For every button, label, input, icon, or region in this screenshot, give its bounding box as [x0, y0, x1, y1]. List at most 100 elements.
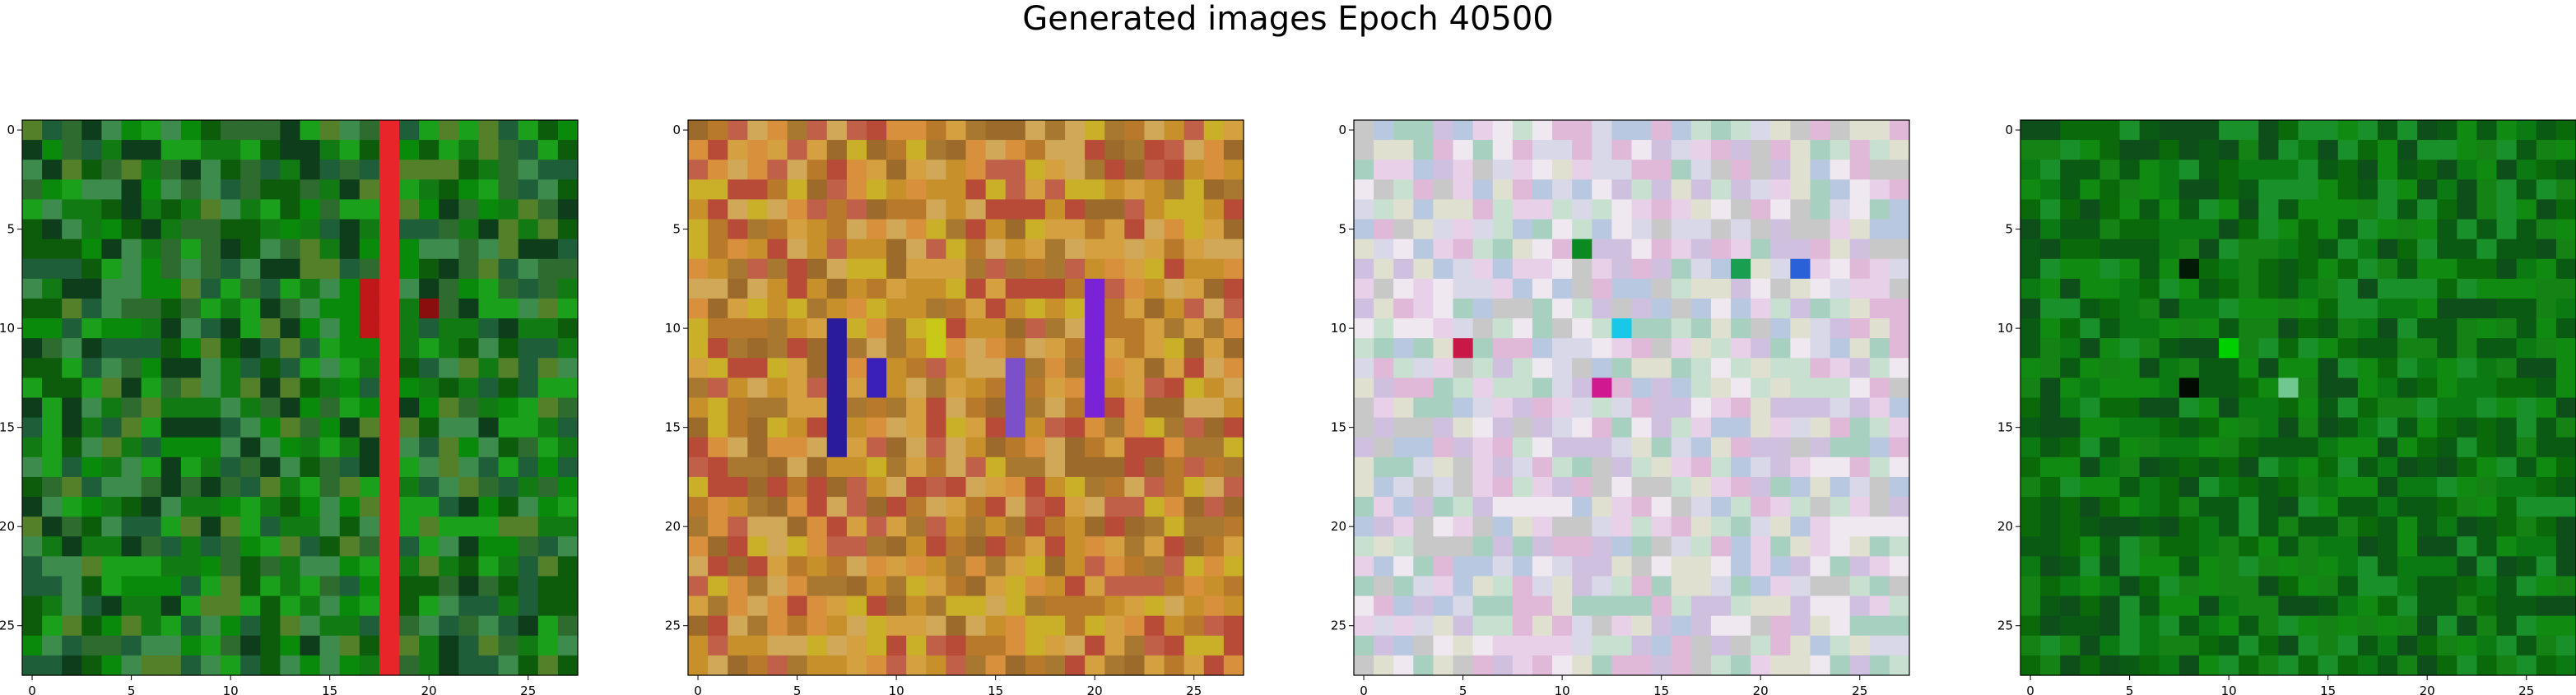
pixel-cell: [985, 298, 1007, 319]
pixel-cell: [160, 635, 182, 656]
pixel-cell: [1592, 476, 1612, 498]
pixel-cell: [1592, 556, 1612, 577]
pixel-cell: [1810, 239, 1831, 260]
pixel-cell: [1104, 278, 1125, 299]
pixel-cell: [1572, 476, 1593, 498]
pixel-cell: [1849, 517, 1871, 537]
pixel-cell: [359, 417, 380, 438]
pixel-cell: [2476, 179, 2498, 201]
pixel-cell: [1611, 258, 1633, 280]
pixel-cell: [708, 278, 728, 299]
pixel-cell: [2239, 258, 2259, 280]
pixel-cell: [200, 199, 221, 220]
pixel-cell: [2357, 595, 2378, 617]
pixel-cell: [1532, 556, 1553, 577]
pixel-cell: [1671, 635, 1692, 656]
pixel-cell: [141, 576, 162, 597]
pixel-cell: [1065, 298, 1086, 319]
pixel-cell: [2278, 456, 2299, 478]
pixel-cell: [807, 298, 828, 319]
pixel-cell: [747, 595, 769, 617]
pixel-cell: [419, 556, 439, 577]
pixel-cell: [221, 298, 241, 319]
pixel-cell: [2198, 476, 2220, 498]
pixel-cell: [280, 298, 301, 319]
pixel-cell: [1433, 239, 1454, 260]
pixel-cell: [379, 437, 400, 458]
pixel-cell: [1830, 199, 1851, 220]
pixel-cell: [2298, 199, 2319, 220]
pixel-cell: [1203, 239, 1225, 260]
pixel-cell: [807, 338, 828, 359]
pixel-cell: [946, 199, 967, 220]
pixel-cell: [1203, 437, 1225, 458]
pixel-cell: [2020, 338, 2041, 359]
pixel-cell: [200, 239, 221, 260]
pixel-cell: [2239, 635, 2259, 656]
pixel-cell: [1651, 278, 1672, 299]
pixel-cell: [160, 278, 182, 299]
pixel-cell: [2080, 239, 2101, 260]
pixel-cell: [2258, 517, 2279, 537]
pixel-cell: [2278, 298, 2299, 319]
pixel-cell: [1104, 179, 1125, 201]
pixel-cell: [518, 655, 539, 676]
pixel-cell: [221, 576, 241, 597]
pixel-cell: [2536, 160, 2557, 180]
pixel-cell: [1223, 536, 1244, 557]
pixel-cell: [280, 517, 301, 537]
pixel-cell: [260, 417, 281, 438]
pixel-cell: [747, 655, 769, 676]
pixel-cell: [458, 655, 480, 676]
pixel-cell: [1393, 615, 1414, 637]
pixel-cell: [319, 397, 341, 419]
pixel-cell: [2457, 595, 2478, 617]
pixel-cell: [2496, 497, 2518, 517]
pixel-cell: [1203, 258, 1225, 280]
pixel-cell: [240, 338, 261, 359]
pixel-cell: [985, 219, 1007, 240]
pixel-cell: [1223, 497, 1244, 517]
pixel-cell: [1144, 298, 1165, 319]
pixel-cell: [2139, 219, 2160, 240]
pixel-cell: [886, 278, 907, 299]
pixel-cell: [946, 160, 967, 180]
pixel-cell: [1869, 219, 1890, 240]
pixel-cell: [2080, 536, 2101, 557]
pixel-cell: [866, 199, 887, 220]
pixel-cell: [478, 615, 500, 637]
pixel-cell: [1144, 160, 1165, 180]
pixel-cell: [926, 456, 946, 478]
pixel-cell: [1552, 199, 1573, 220]
pixel-cell: [180, 615, 202, 637]
pixel-cell: [1512, 655, 1533, 676]
pixel-cell: [1354, 437, 1374, 458]
pixel-cell: [1592, 179, 1612, 201]
x-tick-label: 10: [1555, 683, 1570, 695]
pixel-cell: [1869, 417, 1890, 438]
pixel-cell: [2298, 338, 2319, 359]
pixel-cell: [1025, 338, 1046, 359]
pixel-cell: [1810, 258, 1831, 280]
pixel-cell: [1144, 278, 1165, 299]
pixel-cell: [2258, 179, 2279, 201]
pixel-cell: [787, 358, 808, 378]
pixel-cell: [1374, 160, 1394, 180]
pixel-cell: [221, 397, 241, 419]
pixel-cell: [439, 437, 459, 458]
pixel-cell: [1810, 456, 1831, 478]
pixel-cell: [1690, 635, 1712, 656]
pixel-cell: [1413, 595, 1434, 617]
pixel-cell: [2099, 140, 2121, 160]
pixel-cell: [1512, 120, 1533, 141]
pixel-cell: [1671, 219, 1692, 240]
pixel-cell: [62, 437, 82, 458]
pixel-cell: [1044, 239, 1066, 260]
pixel-cell: [1065, 437, 1086, 458]
pixel-cell: [439, 635, 459, 656]
pixel-cell: [2337, 476, 2359, 498]
pixel-cell: [2060, 576, 2081, 597]
pixel-cell: [260, 476, 281, 498]
pixel-cell: [985, 397, 1007, 419]
pixel-cell: [2377, 476, 2398, 498]
